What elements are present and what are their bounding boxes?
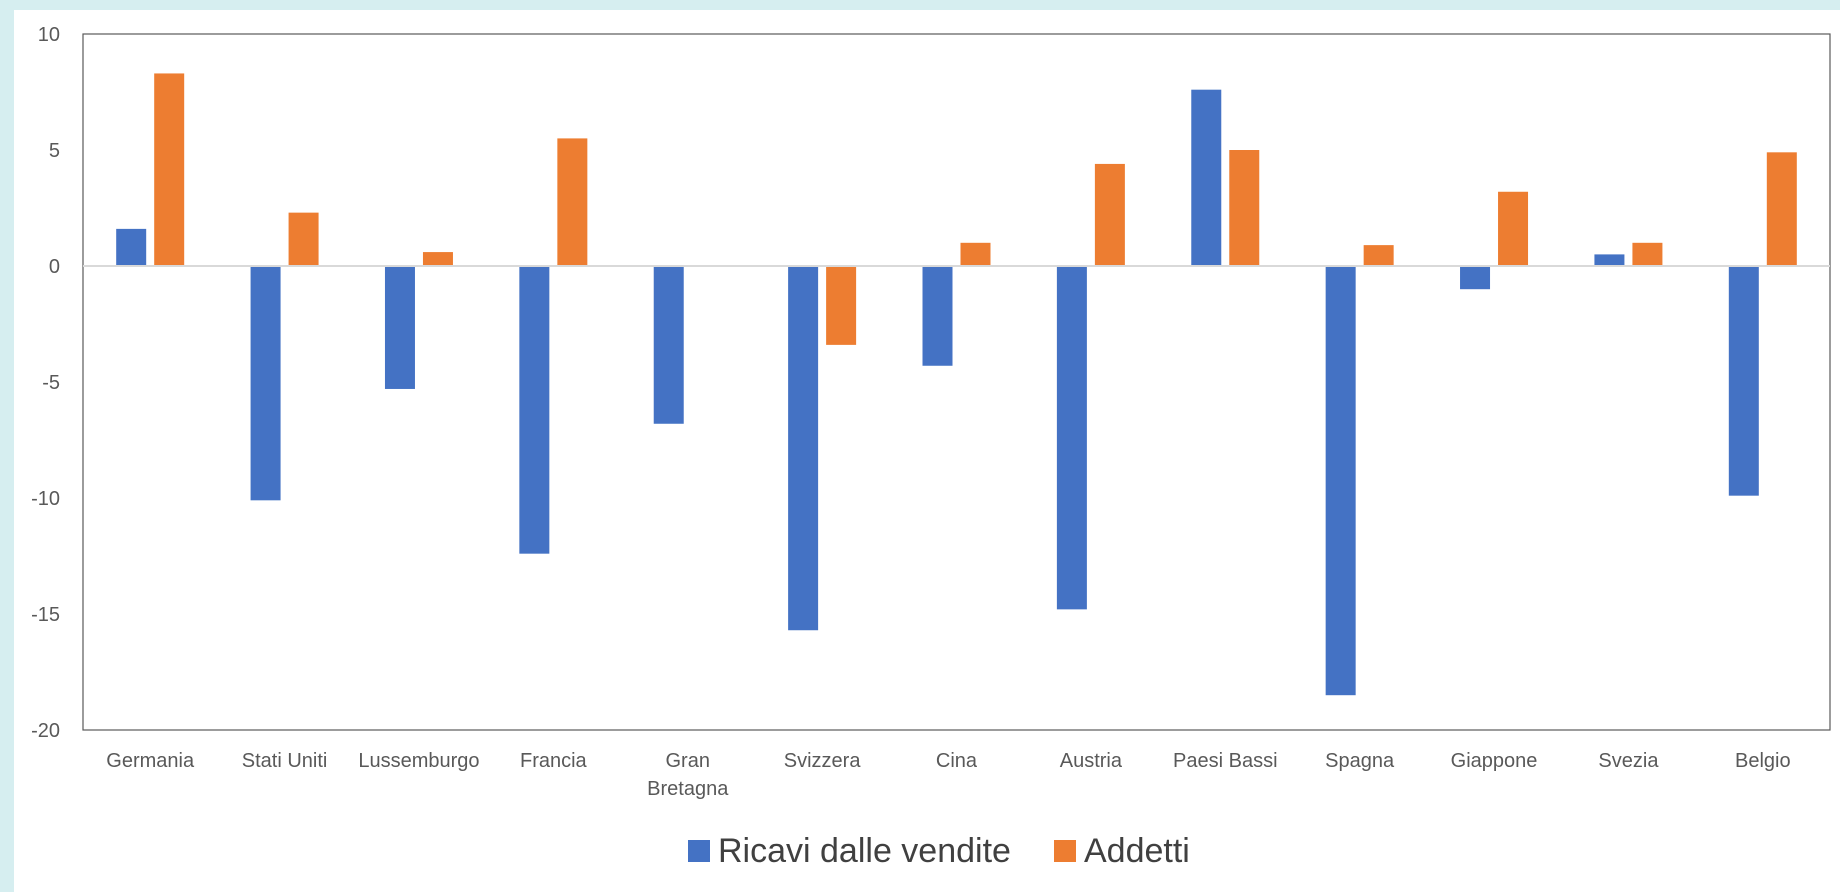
bar-ricavi-11	[1594, 254, 1625, 266]
x-tick-label: Belgio	[1735, 750, 1791, 772]
bar-ricavi-8	[1191, 89, 1222, 267]
bar-ricavi-4	[653, 266, 684, 424]
bar-ricavi-1	[250, 266, 281, 501]
bar-addetti-6	[960, 242, 991, 266]
x-tick-label: Giappone	[1451, 750, 1538, 772]
bars	[116, 73, 1797, 696]
bar-addetti-9	[1363, 245, 1394, 266]
bar-addetti-7	[1094, 163, 1125, 266]
x-tick-label: Francia	[520, 750, 588, 772]
bar-addetti-1	[288, 212, 319, 266]
category-labels: Germania Stati Uniti Lussemburgo Francia Gra…	[106, 750, 1790, 800]
x-tick-label: Svizzera	[784, 750, 862, 772]
plot-area-border	[82, 33, 1831, 731]
bar-addetti-10	[1498, 191, 1529, 266]
y-tick-label: -5	[42, 372, 60, 394]
bar-ricavi-6	[922, 266, 953, 366]
bar-addetti-5	[826, 266, 857, 345]
bar-addetti-8	[1229, 150, 1260, 266]
y-tick-label: -15	[31, 604, 60, 626]
bar-addetti-3	[557, 138, 588, 266]
bar-ricavi-5	[788, 266, 819, 631]
bar-ricavi-0	[116, 228, 147, 266]
y-tick-label: -10	[31, 488, 60, 510]
bar-ricavi-2	[384, 266, 415, 389]
legend-label: Ricavi dalle vendite	[718, 832, 1011, 870]
y-tick-label: 0	[49, 256, 60, 278]
bar-addetti-11	[1632, 242, 1663, 266]
bar-ricavi-7	[1056, 266, 1087, 610]
bar-addetti-0	[154, 73, 185, 266]
y-tick-label: -20	[31, 720, 60, 742]
bar-addetti-12	[1766, 152, 1797, 266]
legend-label: Addetti	[1084, 832, 1190, 870]
legend-swatch	[1054, 840, 1076, 862]
bar-addetti-2	[422, 252, 453, 266]
y-tick-label: 5	[49, 140, 60, 162]
x-tick-label: Stati Uniti	[242, 750, 328, 772]
x-tick-label: Svezia	[1598, 750, 1659, 772]
legend-swatch	[688, 840, 710, 862]
bar-ricavi-12	[1728, 266, 1759, 496]
legend: Ricavi dalle vendite Addetti	[688, 832, 1190, 870]
y-tick-label: 10	[38, 24, 60, 46]
x-tick-label: Paesi Bassi	[1173, 750, 1278, 772]
x-tick-label: Cina	[936, 750, 978, 772]
bar-ricavi-9	[1325, 266, 1356, 696]
bar-ricavi-10	[1460, 266, 1491, 290]
x-tick-label: Austria	[1060, 750, 1123, 772]
x-tick-label: Germania	[106, 750, 195, 772]
x-tick-label: Bretagna	[647, 778, 729, 800]
x-tick-label: Lussemburgo	[358, 750, 479, 772]
chart-background	[14, 10, 1840, 892]
x-tick-label: Gran	[665, 750, 709, 772]
y-axis-ticks: -20 -15 -10 -5 0 5 10	[31, 24, 60, 742]
x-tick-label: Spagna	[1325, 750, 1395, 772]
bar-ricavi-3	[519, 266, 550, 554]
